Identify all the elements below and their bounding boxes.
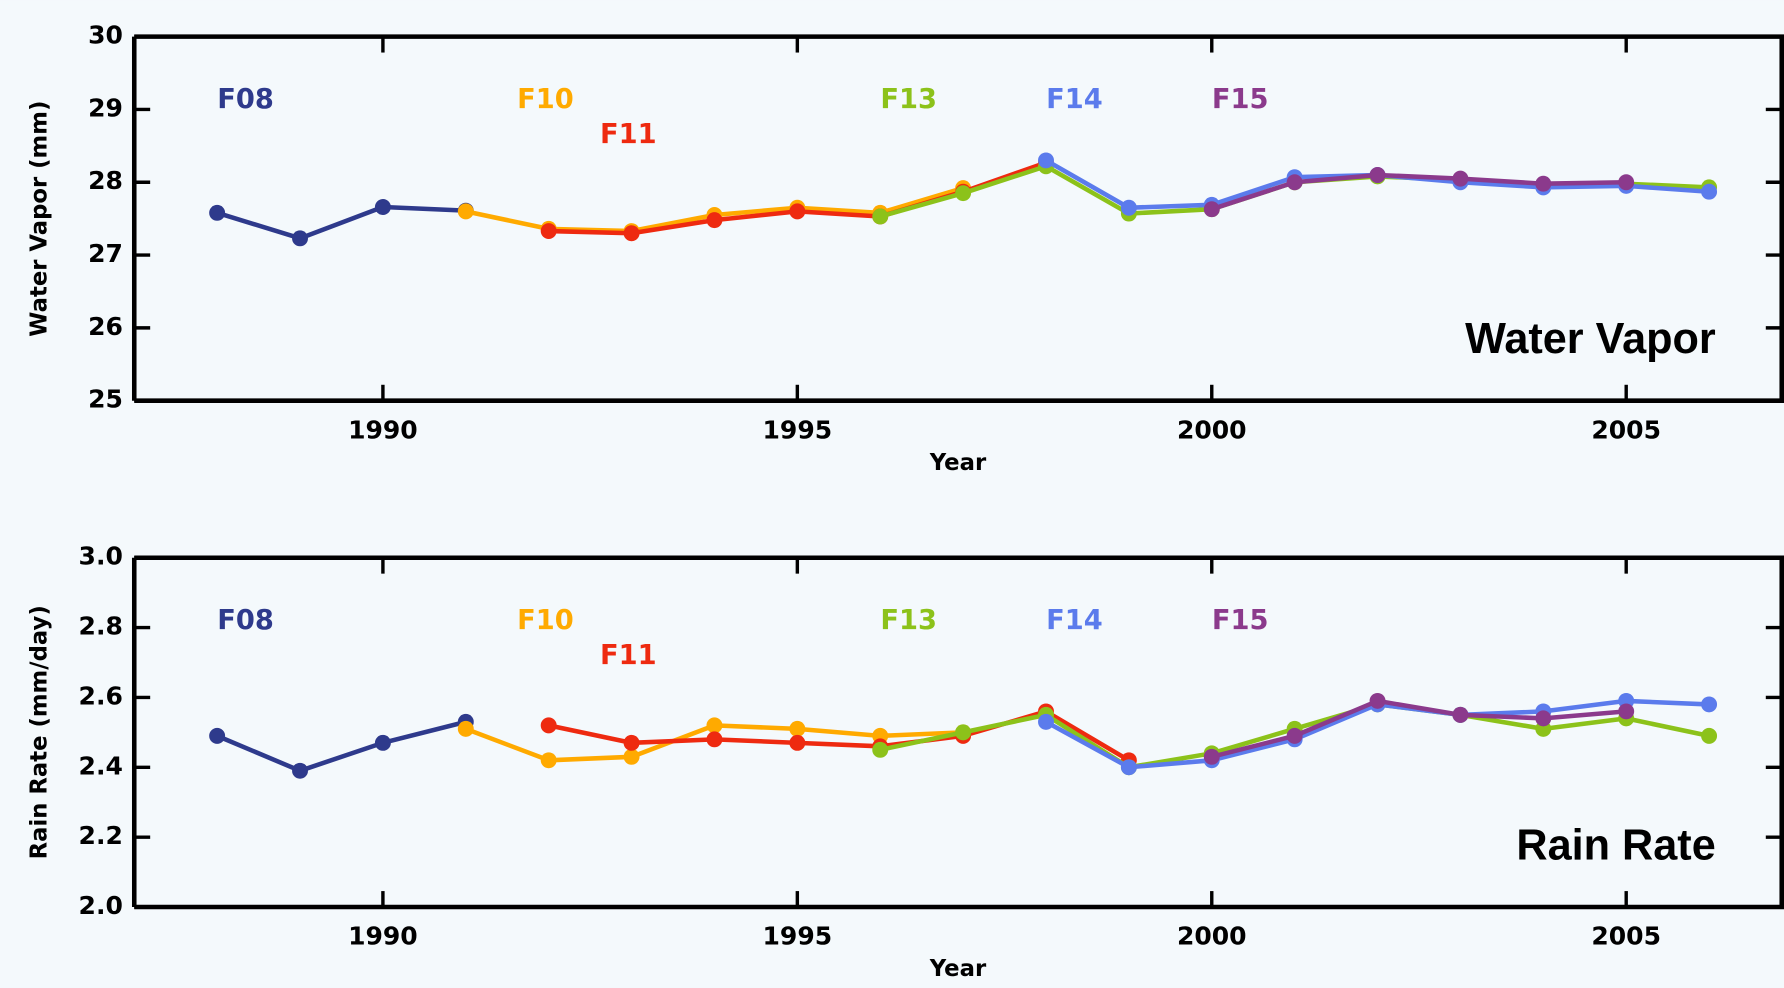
data-point [374, 734, 391, 751]
data-point [374, 199, 391, 215]
y-tick-label: 2.8 [79, 612, 123, 641]
data-point [1286, 174, 1303, 191]
data-point [1535, 175, 1552, 192]
y-tick-label: 27 [88, 239, 123, 268]
x-tick-label: 2000 [1177, 922, 1247, 951]
data-point [1618, 174, 1635, 191]
data-point [1701, 183, 1718, 200]
x-tick-label: 1995 [763, 922, 833, 951]
data-point [706, 731, 723, 748]
x-tick-label: 1990 [348, 415, 418, 444]
y-tick-label: 30 [88, 21, 123, 50]
data-point [872, 741, 889, 758]
x-axis-title: Year [929, 450, 987, 476]
data-point [1701, 696, 1718, 713]
data-point [1452, 170, 1469, 187]
series-label: F10 [517, 84, 574, 115]
data-point [1038, 152, 1054, 169]
y-tick-label: 25 [88, 385, 123, 414]
data-point [457, 203, 474, 220]
data-point [1203, 748, 1220, 765]
data-point [1618, 703, 1635, 720]
series-line [1211, 172, 1627, 212]
y-tick-label: 2.0 [79, 891, 123, 920]
y-axis-title: Rain Rate (mm/day) [26, 605, 52, 859]
data-point [292, 230, 308, 247]
series-label: F14 [1046, 605, 1103, 636]
y-tick-label: 28 [88, 166, 123, 195]
data-point [1038, 713, 1054, 730]
series-label: F13 [880, 605, 937, 636]
data-point [872, 208, 889, 225]
series-label: F10 [517, 605, 574, 636]
data-point [623, 748, 640, 765]
y-tick-label: 2.6 [79, 681, 123, 710]
y-tick-label: 2.2 [79, 821, 123, 850]
data-point [209, 727, 226, 744]
y-tick-label: 3.0 [79, 542, 123, 571]
y-tick-label: 29 [88, 93, 123, 122]
data-point [1369, 167, 1386, 183]
x-tick-label: 1995 [763, 415, 833, 444]
data-point [540, 752, 557, 769]
x-tick-label: 2005 [1591, 922, 1661, 951]
y-tick-label: 2.4 [79, 751, 123, 780]
data-point [1120, 199, 1137, 216]
data-point [706, 717, 723, 734]
series-label: F13 [880, 84, 937, 115]
series-label: F11 [600, 119, 657, 150]
x-tick-label: 2000 [1177, 415, 1247, 444]
series-label: F11 [600, 640, 657, 671]
data-point [955, 185, 972, 202]
data-point [1452, 706, 1469, 723]
panel-label: Rain Rate [1516, 821, 1715, 869]
data-point [1286, 727, 1303, 744]
series-line [548, 709, 1131, 763]
x-tick-label: 2005 [1591, 415, 1661, 444]
data-point [623, 225, 640, 242]
data-point [292, 762, 308, 779]
series-line [216, 719, 467, 774]
x-tick-label: 1990 [348, 922, 418, 951]
data-point [1369, 692, 1386, 709]
data-point [1535, 710, 1552, 727]
x-axis-title: Year [929, 956, 987, 982]
y-axis-title: Water Vapor (mm) [26, 101, 52, 337]
panel-label: Water Vapor [1465, 315, 1716, 363]
data-point [1203, 201, 1220, 218]
data-point [1120, 759, 1137, 776]
y-tick-label: 26 [88, 312, 123, 341]
series-line [216, 204, 466, 241]
data-point [706, 212, 723, 229]
data-point [955, 724, 972, 741]
data-point [1701, 727, 1718, 744]
data-point [457, 720, 474, 737]
series-line [1211, 698, 1627, 760]
series-label: F08 [217, 84, 274, 115]
series-label: F14 [1046, 84, 1103, 115]
data-point [789, 203, 806, 220]
data-point [540, 223, 557, 240]
series-label: F08 [217, 605, 274, 636]
data-point [789, 720, 806, 737]
series-label: F15 [1212, 605, 1269, 636]
data-point [540, 717, 557, 734]
data-point [623, 734, 640, 751]
data-point [789, 734, 806, 751]
series-label: F15 [1212, 84, 1269, 115]
data-point [209, 204, 226, 221]
